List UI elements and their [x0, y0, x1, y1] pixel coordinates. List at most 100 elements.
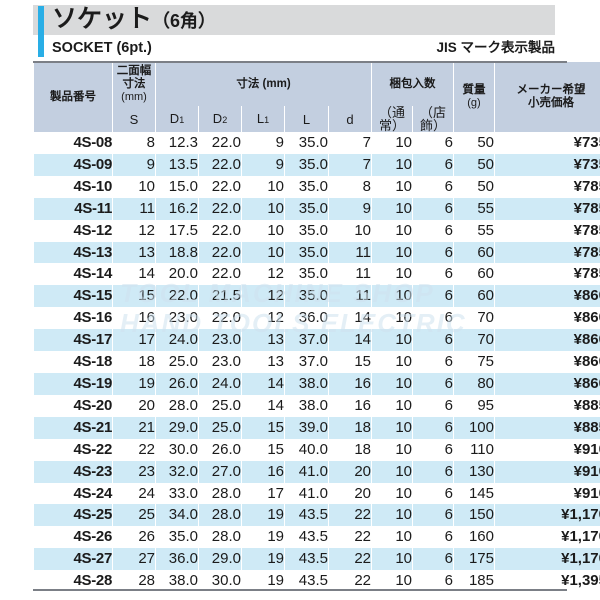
- cell-w: 70: [453, 329, 495, 352]
- cell-s: 13: [112, 241, 156, 264]
- cell-l: 38.0: [284, 394, 329, 417]
- subcol-header-pack-normal: （通常）: [371, 106, 413, 132]
- cell-pk2: 6: [412, 197, 454, 220]
- cell-s: 10: [112, 175, 156, 198]
- cell-d2: 22.0: [198, 132, 242, 154]
- subcol-header-d1: D1: [155, 106, 199, 132]
- jis-mark-label: JIS マーク表示製品: [436, 40, 555, 55]
- cell-d1: 24.0: [155, 329, 199, 352]
- cell-d2: 22.0: [198, 153, 242, 176]
- cell-pk2: 6: [412, 153, 454, 176]
- subcol-d1-sub: 1: [179, 114, 185, 125]
- cell-code: 4S-09: [33, 153, 113, 176]
- cell-l1: 19: [241, 504, 285, 527]
- cell-l1: 16: [241, 460, 285, 483]
- cell-l: 35.0: [284, 175, 329, 198]
- cell-d1: 13.5: [155, 153, 199, 176]
- cell-d1: 32.0: [155, 460, 199, 483]
- cell-w: 55: [453, 219, 495, 242]
- cell-d: 14: [328, 307, 372, 330]
- cell-d1: 30.0: [155, 438, 199, 461]
- cell-s: 20: [112, 394, 156, 417]
- cell-d2: 25.0: [198, 416, 242, 439]
- cell-pk2: 6: [412, 241, 454, 264]
- cell-d: 22: [328, 548, 372, 571]
- cell-d: 9: [328, 197, 372, 220]
- cell-l1: 14: [241, 372, 285, 395]
- cell-l1: 9: [241, 153, 285, 176]
- cell-l: 35.0: [284, 197, 329, 220]
- cell-s: 27: [112, 548, 156, 571]
- specification-table: 製品番号 二面幅 寸法 (mm) 寸法 (mm) 梱包入数 質量 (g) メーカ…: [33, 62, 600, 593]
- cell-d2: 21.5: [198, 285, 242, 308]
- cell-pk2: 6: [412, 175, 454, 198]
- cell-l1: 19: [241, 548, 285, 571]
- cell-w: 95: [453, 394, 495, 417]
- across-flats-line2: 寸法: [122, 77, 146, 90]
- cell-w: 80: [453, 372, 495, 395]
- cell-d1: 38.0: [155, 570, 199, 593]
- cell-w: 55: [453, 197, 495, 220]
- cell-d: 11: [328, 241, 372, 264]
- cell-price: ¥735: [494, 153, 600, 176]
- cell-d: 20: [328, 482, 372, 505]
- cell-d2: 22.0: [198, 175, 242, 198]
- cell-d: 22: [328, 504, 372, 527]
- cell-l: 43.5: [284, 526, 329, 549]
- cell-pk1: 10: [371, 372, 413, 395]
- cell-price: ¥860: [494, 372, 600, 395]
- cell-w: 60: [453, 285, 495, 308]
- cell-d1: 17.5: [155, 219, 199, 242]
- cell-code: 4S-18: [33, 351, 113, 373]
- subcol-header-d2: D2: [198, 106, 242, 132]
- cell-s: 16: [112, 307, 156, 330]
- table-header: 製品番号 二面幅 寸法 (mm) 寸法 (mm) 梱包入数 質量 (g) メーカ…: [33, 62, 600, 132]
- cell-pk2: 6: [412, 482, 454, 505]
- cell-l1: 12: [241, 285, 285, 308]
- cell-pk1: 10: [371, 307, 413, 330]
- cell-d: 8: [328, 175, 372, 198]
- cell-l: 41.0: [284, 460, 329, 483]
- cell-d1: 23.0: [155, 307, 199, 330]
- cell-s: 28: [112, 570, 156, 593]
- cell-d: 7: [328, 132, 372, 154]
- cell-s: 15: [112, 285, 156, 308]
- col-header-across-flats: 二面幅 寸法 (mm): [112, 62, 156, 106]
- cell-code: 4S-20: [33, 394, 113, 417]
- cell-code: 4S-14: [33, 263, 113, 286]
- across-flats-line3: (mm): [121, 90, 147, 103]
- subcol-header-s: S: [112, 106, 156, 132]
- cell-code: 4S-15: [33, 285, 113, 308]
- cell-d1: 20.0: [155, 263, 199, 286]
- cell-w: 150: [453, 504, 495, 527]
- cell-price: ¥785: [494, 175, 600, 198]
- cell-pk2: 6: [412, 438, 454, 461]
- cell-code: 4S-21: [33, 416, 113, 439]
- cell-l: 35.0: [284, 153, 329, 176]
- cell-d: 7: [328, 153, 372, 176]
- cell-l1: 19: [241, 570, 285, 593]
- cell-l1: 13: [241, 329, 285, 352]
- cell-d1: 36.0: [155, 548, 199, 571]
- cell-l: 35.0: [284, 241, 329, 264]
- cell-pk1: 10: [371, 329, 413, 352]
- cell-d2: 25.0: [198, 394, 242, 417]
- cell-d1: 26.0: [155, 372, 199, 395]
- cell-price: ¥860: [494, 351, 600, 373]
- cell-l1: 19: [241, 526, 285, 549]
- cell-d1: 34.0: [155, 504, 199, 527]
- subcol-header-pack-shop: （店飾）: [412, 106, 454, 132]
- subcol-d2-sub: 2: [222, 114, 228, 125]
- cell-d1: 12.3: [155, 132, 199, 154]
